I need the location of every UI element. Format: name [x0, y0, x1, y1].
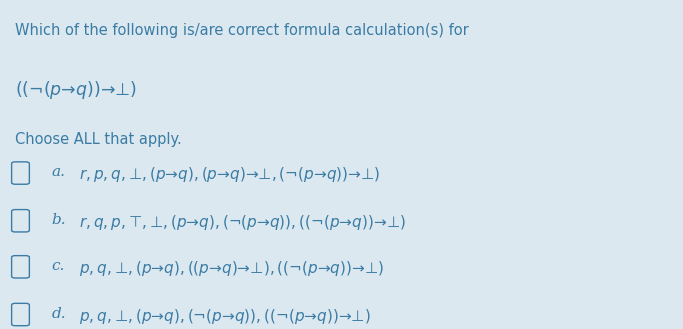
FancyBboxPatch shape — [12, 162, 29, 184]
Text: d.: d. — [51, 307, 66, 321]
Text: Which of the following is/are correct formula calculation(s) for: Which of the following is/are correct fo… — [15, 23, 469, 38]
Text: $r, p, q, ⊥, (p → q), (p → q) → ⊥, (¬(p → q)) → ⊥)$: $r, p, q, ⊥, (p → q), (p → q) → ⊥, (¬(p … — [79, 165, 380, 184]
Text: c.: c. — [51, 259, 65, 273]
Text: a.: a. — [51, 165, 65, 179]
Text: Choose ALL that apply.: Choose ALL that apply. — [15, 132, 182, 147]
FancyBboxPatch shape — [12, 210, 29, 232]
FancyBboxPatch shape — [12, 303, 29, 326]
Text: b.: b. — [51, 213, 66, 227]
Text: $p, q, ⊥, (p → q), (¬(p → q)), ((¬(p → q)) → ⊥)$: $p, q, ⊥, (p → q), (¬(p → q)), ((¬(p → q… — [79, 307, 370, 326]
Text: $p, q, ⊥, (p → q), ((p → q) → ⊥), ((¬(p → q)) → ⊥)$: $p, q, ⊥, (p → q), ((p → q) → ⊥), ((¬(p … — [79, 259, 384, 278]
Text: $((¬(p → q)) → ⊥)$: $((¬(p → q)) → ⊥)$ — [15, 79, 137, 101]
Text: $r, q, p, ⊤, ⊥, (p → q), (¬(p → q)), ((¬(p → q)) → ⊥)$: $r, q, p, ⊤, ⊥, (p → q), (¬(p → q)), ((¬… — [79, 213, 406, 232]
FancyBboxPatch shape — [12, 256, 29, 278]
